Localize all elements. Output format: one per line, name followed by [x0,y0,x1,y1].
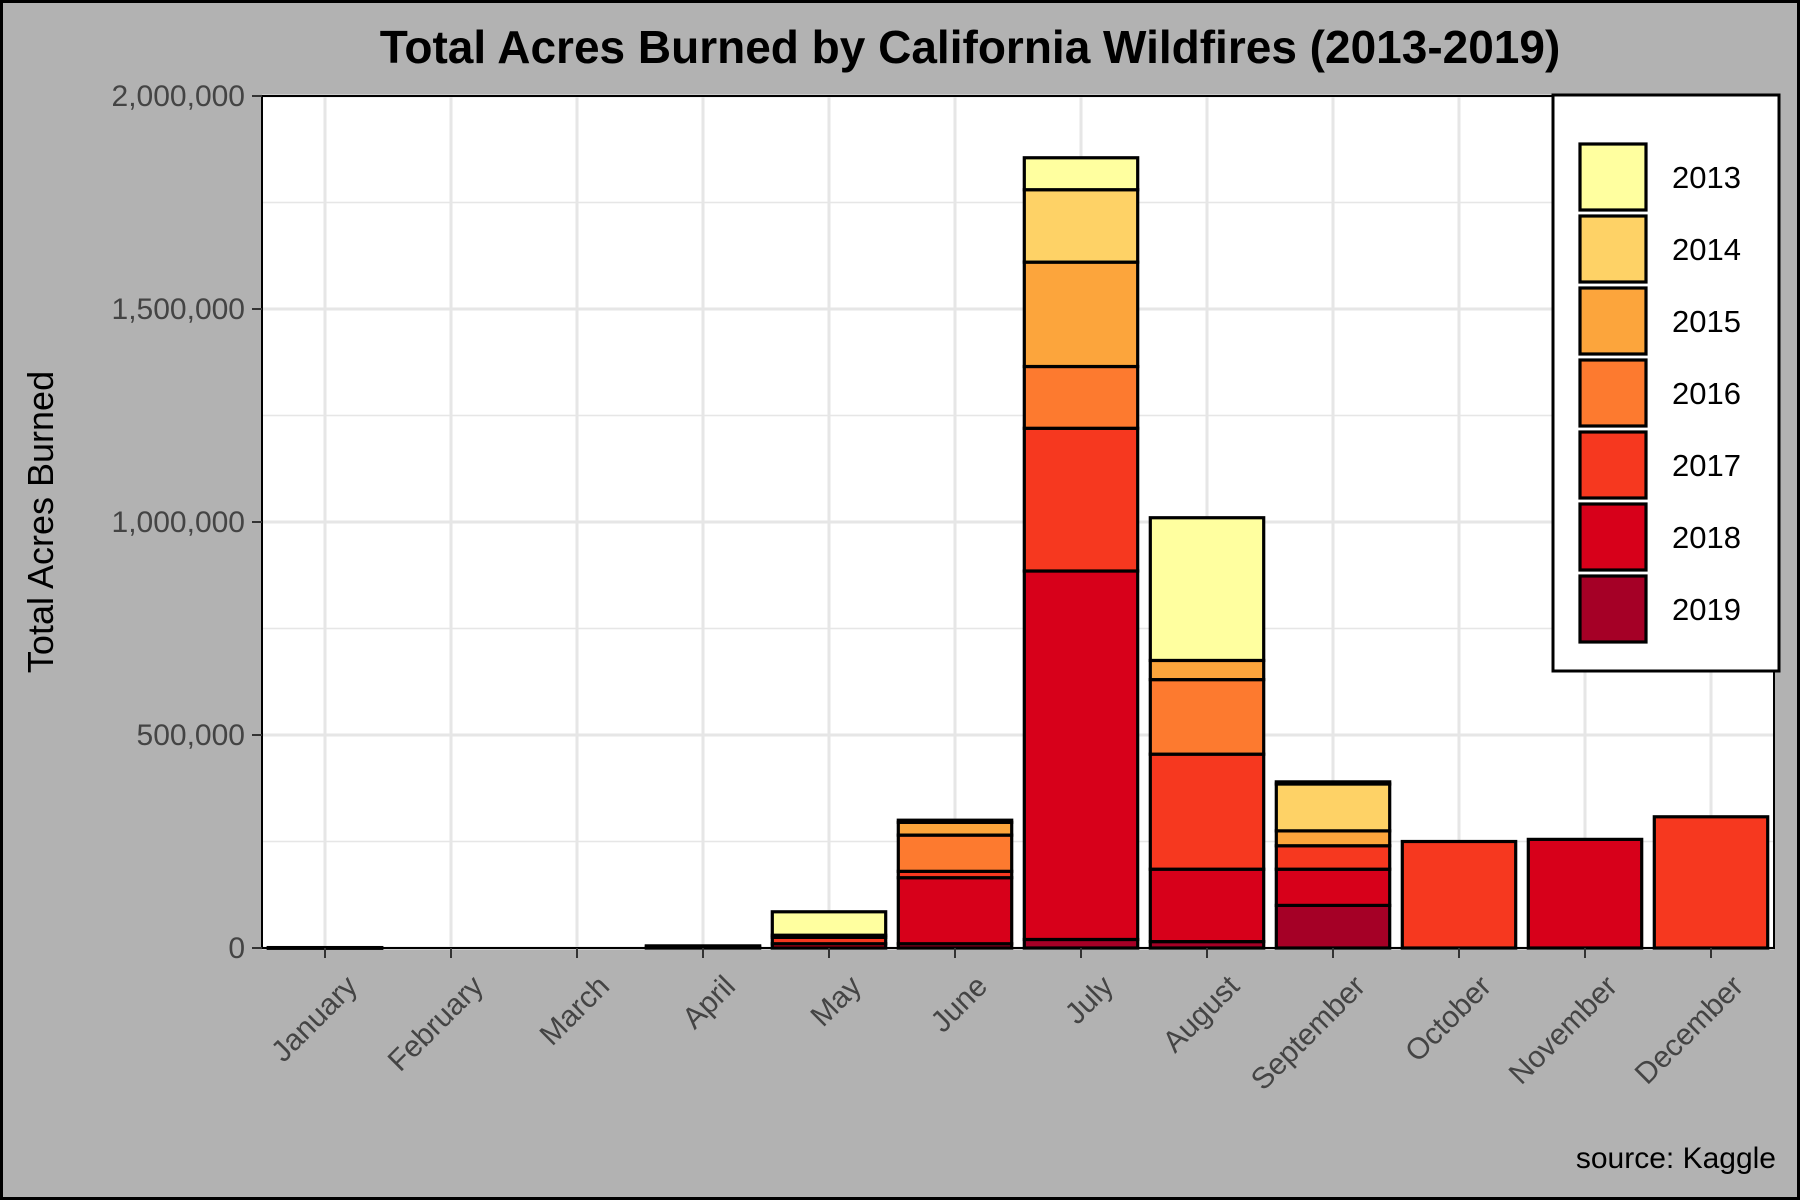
y-tick-label: 500,000 [137,719,245,752]
bar-segment-july-2016 [1022,364,1140,430]
bar-segment-august-2016 [1148,678,1266,756]
bar-segment-may-2013 [770,910,888,937]
legend-label-2017: 2017 [1672,448,1741,483]
bar-segment-june-2015 [896,820,1014,837]
legend-swatch-2016 [1578,358,1648,428]
bar-segment-august-2015 [1148,658,1266,682]
bar-segment-july-2017 [1022,426,1140,573]
bar-segment-september-2019 [1274,903,1392,950]
bar-segment-august-2018 [1148,867,1266,944]
bar-segment-september-2014 [1274,782,1392,833]
legend-swatch-2013 [1578,142,1648,212]
bar-segment-july-2015 [1022,260,1140,369]
y-tick-label: 1,000,000 [112,506,245,539]
legend-label-2019: 2019 [1672,592,1741,627]
bar-segment-september-2015 [1274,829,1392,848]
bar-segment-september-2017 [1274,844,1392,871]
y-tick-label: 0 [228,932,245,965]
bar-segment-july-2014 [1022,188,1140,264]
bar-segment-december-2017 [1652,815,1770,950]
legend-label-2015: 2015 [1672,304,1741,339]
legend-swatch-2014 [1578,214,1648,284]
legend-swatch-2018 [1578,502,1648,572]
bar-segment-july-2013 [1022,156,1140,192]
y-tick-label: 2,000,000 [112,80,245,113]
legend: 2013 2014 2015 2016 2017 2018 2019 [1551,93,1781,673]
legend-label-2013: 2013 [1672,160,1741,195]
source-caption: source: Kaggle [1576,1142,1776,1175]
bar-outline-april [646,944,760,947]
bar-segment-september-2013 [1274,780,1392,786]
bar-segment-june-2013 [896,818,1014,824]
bar-segment-august-2017 [1148,752,1266,871]
bar-segment-august-2013 [1148,516,1266,663]
bar-segment-july-2018 [1022,569,1140,942]
bar-segment-june-2016 [896,833,1014,873]
legend-label-2018: 2018 [1672,520,1741,555]
bar-segment-november-2018 [1526,837,1644,950]
y-axis-title: Total Acres Burned [20,371,61,673]
legend-swatch-2017 [1578,430,1648,500]
y-tick-label: 1,500,000 [112,293,245,326]
legend-swatch-2019 [1578,574,1648,644]
chart-title: Total Acres Burned by California Wildfir… [380,21,1561,73]
legend-label-2016: 2016 [1672,376,1741,411]
bar-segment-october-2017 [1400,839,1518,950]
legend-swatch-2015 [1578,286,1648,356]
legend-label-2014: 2014 [1672,232,1741,267]
bar-segment-june-2018 [896,876,1014,946]
y-axis: 0 500,000 1,000,000 1,500,000 2,000,000 [112,80,262,965]
bar-stacks [266,156,1770,950]
bar-segment-september-2018 [1274,867,1392,908]
